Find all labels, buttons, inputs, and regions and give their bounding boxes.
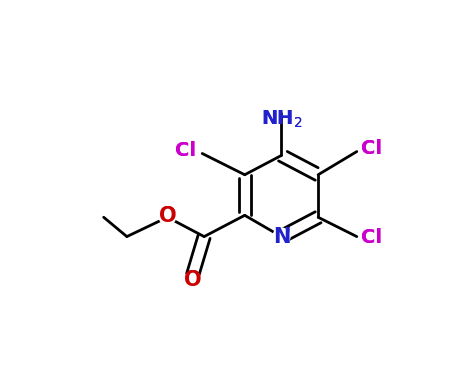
Text: Cl: Cl bbox=[175, 141, 196, 160]
Text: N: N bbox=[273, 227, 290, 247]
Text: Cl: Cl bbox=[361, 139, 382, 158]
Text: O: O bbox=[184, 270, 201, 290]
Text: NH$_2$: NH$_2$ bbox=[261, 109, 302, 131]
Text: Cl: Cl bbox=[175, 141, 196, 160]
Text: Cl: Cl bbox=[361, 228, 382, 247]
Circle shape bbox=[159, 208, 176, 225]
Text: NH$_2$: NH$_2$ bbox=[261, 109, 302, 131]
Text: N: N bbox=[273, 227, 290, 247]
Text: O: O bbox=[184, 270, 201, 290]
Text: Cl: Cl bbox=[361, 228, 382, 247]
Circle shape bbox=[184, 272, 201, 289]
Text: O: O bbox=[159, 206, 176, 226]
Text: O: O bbox=[159, 206, 176, 226]
Text: Cl: Cl bbox=[361, 139, 382, 158]
Circle shape bbox=[273, 228, 290, 245]
